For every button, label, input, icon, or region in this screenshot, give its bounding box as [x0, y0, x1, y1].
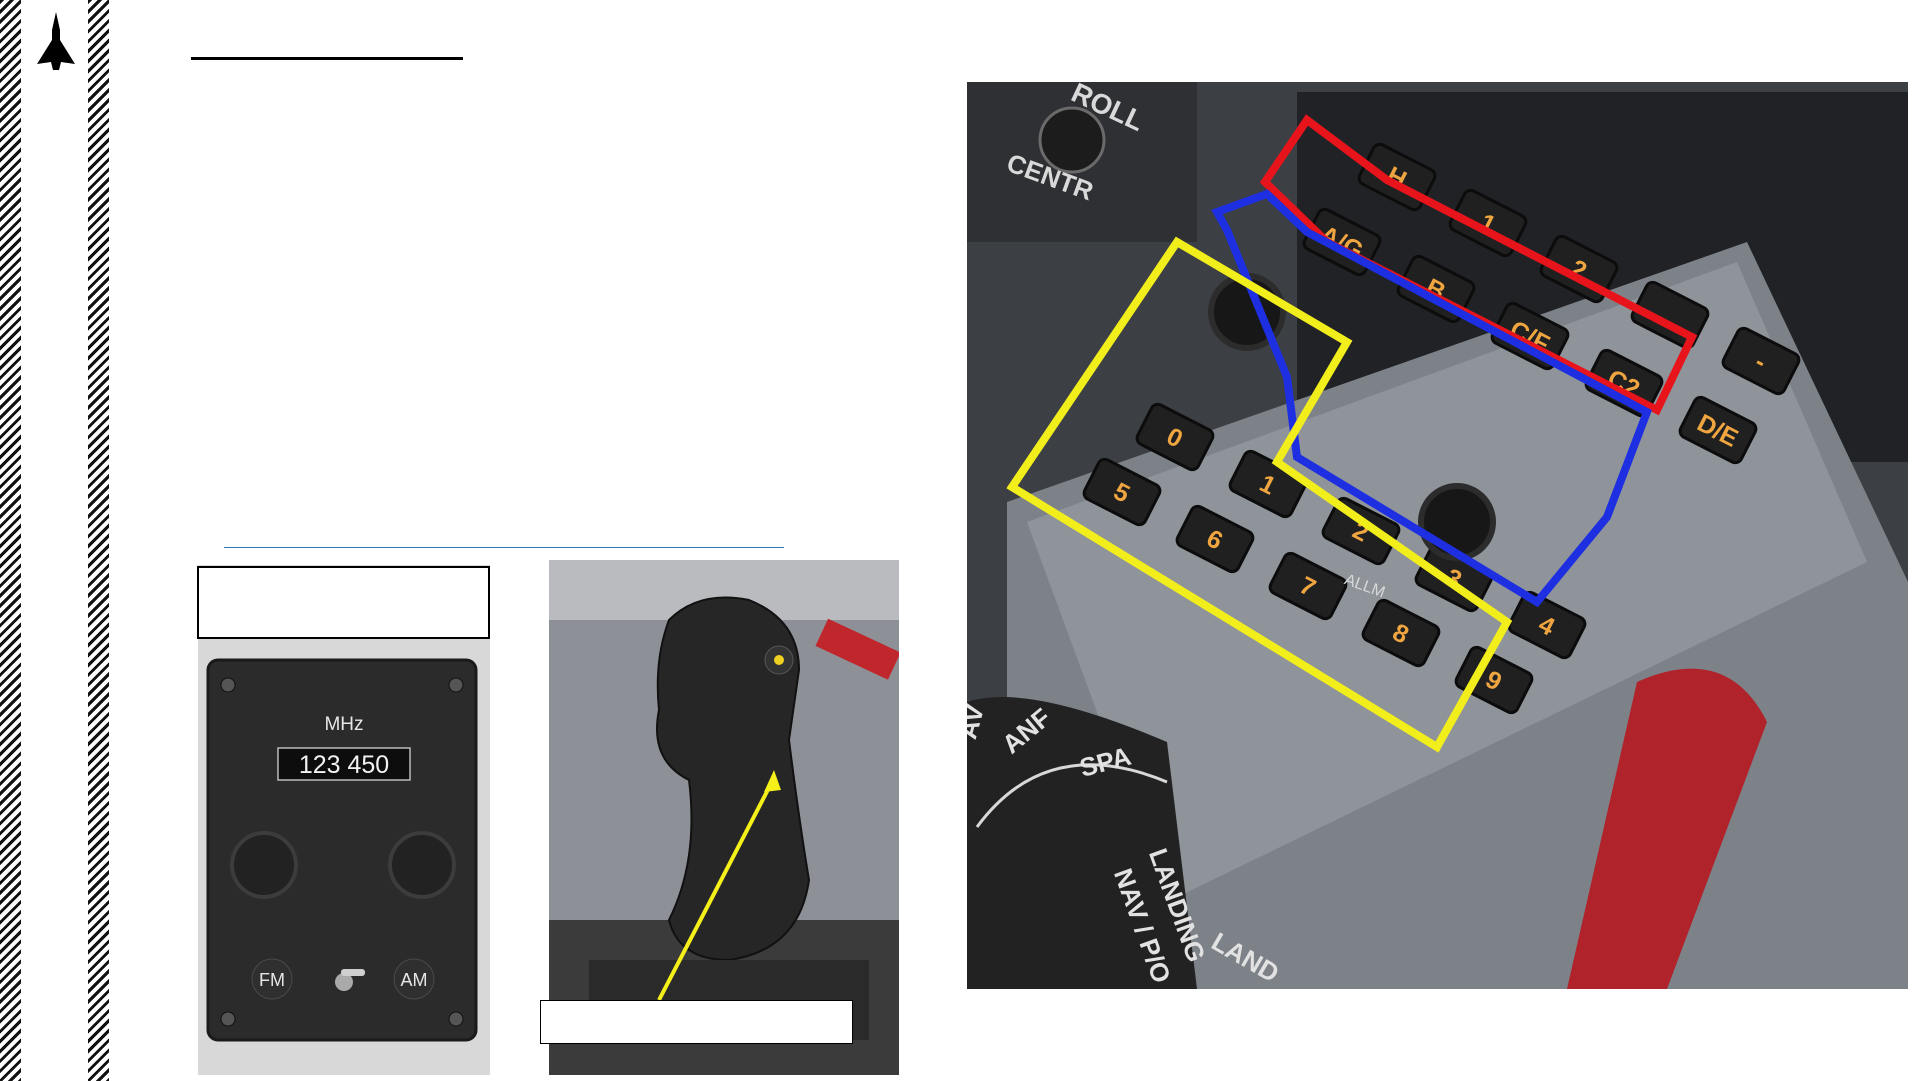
joystick-callout-box: [540, 1000, 853, 1044]
fm-am-toggle[interactable]: [341, 969, 365, 976]
keypad-key-5[interactable]: 5: [1082, 457, 1163, 527]
keypad-key-4[interactable]: 4: [1507, 590, 1588, 660]
radio-panel-photo: MHz 123 450 FM AM: [198, 565, 490, 1075]
keypad-key-9[interactable]: 9: [1454, 645, 1535, 715]
frequency-readout: 123 450: [299, 751, 389, 779]
keypad-panel-photo: ROLL CENTR H 1 2- A/G B C/F C2 D/E 0 1 2 3 4 5 6 7 8 9 AL…: [967, 82, 1908, 989]
right-rotary-knob[interactable]: [1418, 483, 1496, 561]
right-hatched-border: [88, 0, 109, 1081]
callout-arrow: [657, 777, 776, 1001]
top-row-key--[interactable]: -: [1721, 326, 1802, 396]
fm-label: FM: [259, 970, 285, 990]
am-label: AM: [401, 970, 428, 990]
keypad-key-1[interactable]: 1: [1228, 449, 1309, 519]
title-underline: [191, 57, 463, 60]
mode-key-DE[interactable]: D/E: [1678, 395, 1759, 465]
left-hatched-border: [0, 0, 21, 1081]
right-knob[interactable]: [388, 831, 456, 899]
jet-logo-icon: [37, 12, 75, 70]
keypad-key-6[interactable]: 6: [1175, 504, 1256, 574]
yellow-highlight-outline: [1006, 236, 1513, 753]
mhz-label: MHz: [324, 714, 363, 735]
link-underline: [224, 547, 784, 548]
blue-highlight-outline: [1211, 189, 1652, 608]
keypad-key-8[interactable]: 8: [1361, 598, 1442, 668]
joystick-photo: [549, 560, 899, 1075]
radio-callout-box: [197, 566, 490, 639]
left-knob[interactable]: [230, 831, 298, 899]
red-highlight-outline: [1259, 114, 1698, 416]
keypad-key-7[interactable]: 7: [1268, 551, 1349, 621]
keypad-key-0[interactable]: 0: [1135, 402, 1216, 472]
